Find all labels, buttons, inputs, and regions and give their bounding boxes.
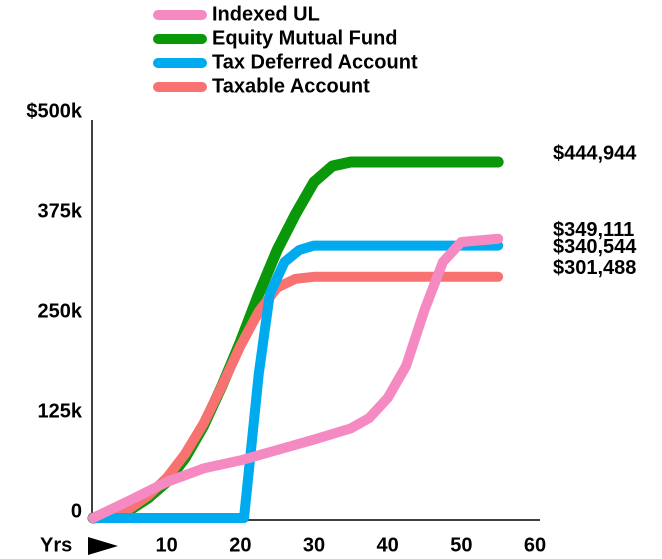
y-tick-label: $500k (26, 100, 82, 122)
legend-label: Indexed UL (212, 3, 320, 25)
x-tick-label: 10 (156, 534, 178, 556)
x-axis-label: Yrs (40, 534, 72, 556)
series-line (88, 240, 504, 523)
value-label: $340,544 (553, 236, 637, 258)
legend-label: Taxable Account (212, 75, 370, 97)
value-label: $444,944 (553, 142, 637, 164)
y-tick-label: 0 (71, 500, 82, 522)
series-line (87, 156, 504, 524)
series-line (88, 271, 504, 523)
x-tick-label: 60 (524, 534, 546, 556)
value-label: $349,111 (553, 219, 634, 241)
value-label: $301,488 (553, 257, 636, 279)
y-tick-label: 375k (38, 200, 83, 222)
x-tick-label: 30 (303, 534, 325, 556)
legend-label: Tax Deferred Account (212, 51, 418, 73)
x-tick-label: 40 (377, 534, 399, 556)
series-line (88, 233, 504, 523)
legend-label: Equity Mutual Fund (212, 27, 398, 49)
x-tick-label: 20 (229, 534, 251, 556)
axis-arrow (88, 537, 118, 555)
y-tick-label: 125k (38, 400, 83, 422)
x-tick-label: 50 (450, 534, 472, 556)
y-tick-label: 250k (38, 300, 83, 322)
